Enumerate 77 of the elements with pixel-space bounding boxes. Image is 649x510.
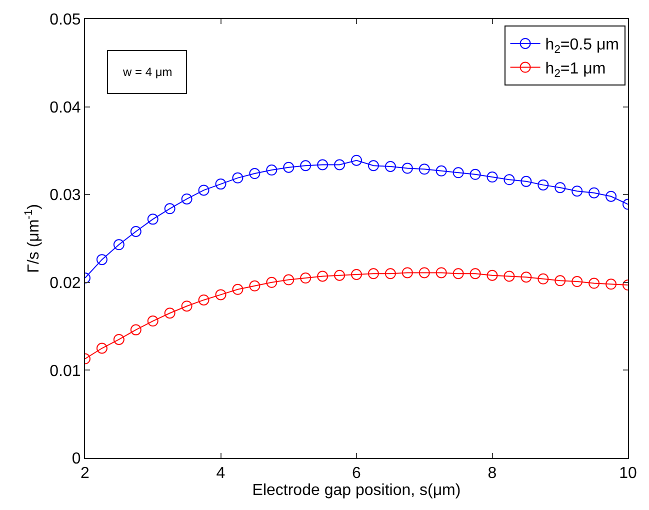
point	[283, 274, 294, 286]
point	[198, 294, 210, 306]
point	[249, 280, 260, 292]
legend-label: h$_{2}$=1 μm	[545, 60, 606, 80]
point	[436, 165, 447, 176]
point	[470, 268, 481, 280]
point	[232, 284, 244, 295]
point	[486, 172, 498, 183]
point	[418, 164, 430, 175]
point	[96, 254, 108, 266]
point	[181, 300, 192, 312]
y-tick-label: 0	[72, 450, 81, 468]
point	[368, 160, 379, 172]
point	[384, 268, 396, 280]
x-tick-label: 4	[216, 465, 226, 482]
point	[554, 275, 566, 286]
point	[198, 184, 210, 196]
point	[588, 278, 600, 289]
point	[504, 174, 515, 186]
point	[215, 178, 226, 190]
point	[538, 179, 549, 190]
point	[232, 172, 244, 184]
point	[520, 272, 532, 283]
point	[572, 276, 583, 288]
point	[266, 276, 278, 288]
y-tick-label: 0.04	[50, 99, 81, 116]
point	[164, 203, 176, 214]
x-tick-label: 6	[352, 465, 362, 482]
point	[368, 268, 379, 280]
point	[554, 182, 566, 194]
x-tick-label: 2	[80, 465, 90, 482]
point	[402, 162, 413, 174]
point	[113, 239, 124, 250]
legend-label: h$_{2}$=0.5 μm	[545, 36, 620, 56]
y-tick-label: 0.01	[50, 362, 81, 380]
point	[334, 159, 346, 170]
point	[606, 190, 617, 202]
point	[266, 164, 278, 176]
point	[317, 159, 328, 170]
point	[300, 160, 312, 172]
y-tick-label: 0.02	[50, 275, 81, 292]
x-tick-label: 10	[619, 465, 637, 482]
annotation: w = 4 μm	[122, 65, 172, 79]
point	[436, 267, 447, 278]
point	[164, 308, 176, 319]
point	[147, 214, 158, 225]
point	[215, 289, 226, 300]
point	[572, 186, 583, 197]
point	[300, 272, 312, 284]
point	[113, 334, 124, 345]
point	[538, 273, 549, 284]
point	[317, 270, 328, 282]
point	[470, 168, 481, 180]
point	[452, 268, 464, 280]
point	[147, 316, 158, 327]
point	[351, 154, 362, 166]
x-tick-label: 8	[488, 465, 497, 482]
point	[504, 270, 515, 282]
point	[486, 270, 498, 281]
point	[452, 167, 464, 178]
point	[334, 270, 346, 281]
point	[249, 168, 260, 180]
point	[384, 161, 396, 172]
y-tick-label: 0.03	[50, 187, 81, 204]
x-axis-title: Electrode gap position, s(μm)	[252, 482, 461, 500]
point	[130, 324, 142, 336]
point	[96, 342, 108, 354]
point	[588, 187, 600, 198]
point	[130, 226, 142, 237]
point	[351, 269, 362, 280]
point	[418, 267, 430, 278]
y-tick-label: 0.05	[50, 12, 81, 29]
point	[520, 176, 532, 187]
point	[181, 193, 192, 204]
point	[283, 162, 294, 173]
point	[606, 278, 617, 290]
point	[402, 267, 413, 278]
